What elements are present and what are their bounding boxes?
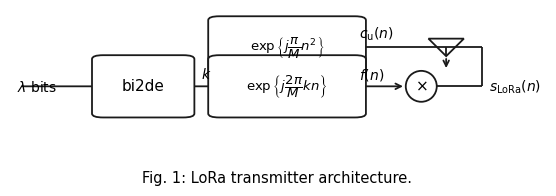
- Text: $f(n)$: $f(n)$: [359, 67, 385, 83]
- Text: $\times$: $\times$: [415, 79, 428, 94]
- Text: $\exp\left\{j\dfrac{2\pi}{M}kn\right\}$: $\exp\left\{j\dfrac{2\pi}{M}kn\right\}$: [246, 73, 328, 100]
- Text: $s_{\mathrm{LoRa}}(n)$: $s_{\mathrm{LoRa}}(n)$: [489, 79, 541, 96]
- Text: $\lambda$ bits: $\lambda$ bits: [17, 80, 57, 95]
- Text: bi2de: bi2de: [122, 79, 165, 94]
- FancyBboxPatch shape: [208, 55, 366, 117]
- FancyBboxPatch shape: [92, 55, 195, 117]
- Text: $c_{\mathrm{u}}(n)$: $c_{\mathrm{u}}(n)$: [359, 26, 394, 44]
- FancyBboxPatch shape: [208, 16, 366, 79]
- Text: Fig. 1: LoRa transmitter architecture.: Fig. 1: LoRa transmitter architecture.: [142, 171, 413, 186]
- Text: $\exp\left\{j\dfrac{\pi}{M}n^2\right\}$: $\exp\left\{j\dfrac{\pi}{M}n^2\right\}$: [250, 35, 324, 60]
- Text: $k$: $k$: [201, 67, 212, 82]
